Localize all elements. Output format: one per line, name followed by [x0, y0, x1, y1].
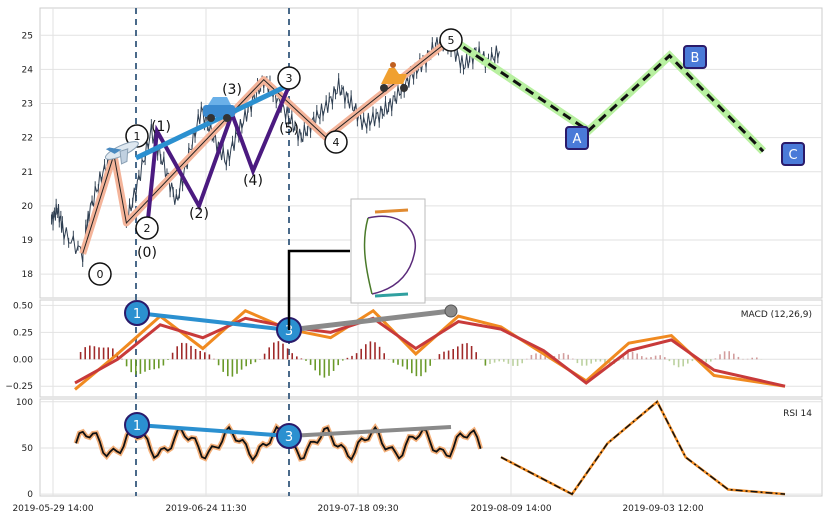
- y-tick-label: 22: [22, 134, 33, 144]
- rsi-marker: [124, 412, 150, 438]
- correction-line: [450, 37, 765, 153]
- impulse-wave-line: [82, 38, 452, 254]
- scooter-icon: [380, 62, 408, 92]
- macd-line-1: [74, 308, 786, 391]
- y-tick-label: 0.25: [13, 328, 33, 338]
- macd-series: 13: [74, 300, 786, 391]
- macd-marker: [124, 300, 150, 326]
- x-tick-labels: 2019-05-29 14:00 2019-06-24 11:30 2019-07-…: [12, 504, 703, 514]
- sub-wave-label: (0): [137, 245, 157, 261]
- x-tick-label: 2019-07-18 09:30: [317, 504, 398, 514]
- inset-thumbnail: [350, 198, 426, 304]
- rsi-projection-line: [500, 400, 786, 496]
- correction-label: B: [691, 51, 700, 66]
- y-tick-label: 24: [22, 65, 34, 75]
- macd-marker-label: 1: [133, 307, 141, 322]
- y-tick-label: 18: [22, 270, 34, 280]
- y-tick-label: 23: [22, 100, 33, 110]
- macd-end-marker: [444, 304, 458, 318]
- x-tick-label: 2019-09-03 12:00: [622, 504, 703, 514]
- inset-connector: [287, 249, 350, 330]
- rsi-marker-label: 1: [133, 419, 141, 434]
- wave-label: 3: [286, 72, 293, 85]
- y-tick-label: 0.00: [13, 355, 33, 365]
- rsi-marker-label: 3: [285, 430, 293, 445]
- wave-circle: [277, 66, 301, 90]
- y-tick-label: 20: [22, 202, 34, 212]
- y-tick-label: 0.50: [13, 301, 33, 311]
- wave-label: 4: [333, 136, 340, 149]
- wave-labels: 0 1 2 3 4 5 (0) (1) (2) (3) (4) (5) A B C: [88, 28, 805, 286]
- wave-circle: [135, 216, 159, 240]
- wave-label: 1: [134, 130, 141, 143]
- macd-legend: MACD (12,26,9): [741, 310, 812, 320]
- x-tick-label: 2019-08-09 14:00: [470, 504, 551, 514]
- x-tick-label: 2019-06-24 11:30: [165, 504, 246, 514]
- grid: [40, 8, 822, 496]
- sub-wave-label: (2): [189, 206, 209, 222]
- rsi-series: 13: [73, 399, 786, 496]
- sub-wave-label: (1): [151, 119, 171, 135]
- macd-line-2: [74, 316, 786, 388]
- sub-wave-label: (3): [222, 82, 242, 98]
- wave-label: 0: [97, 268, 104, 281]
- rsi-divergence-line: [136, 423, 290, 438]
- x-tick-label: 2019-05-29 14:00: [12, 504, 93, 514]
- car-icon: [203, 97, 235, 122]
- correction-label: C: [788, 148, 797, 163]
- rsi-marker: [276, 423, 302, 449]
- correction-box: [565, 126, 589, 150]
- correction-label: A: [573, 132, 582, 147]
- rsi-projection-connector: [288, 425, 452, 438]
- y-tick-labels: 18 19 20 21 22 23 24 25 −0.25 0.00 0.25 0.50 0 50 100: [5, 31, 33, 500]
- wave-circle: [439, 28, 463, 52]
- macd-marker-label: 3: [285, 324, 293, 339]
- y-tick-label: 25: [22, 31, 33, 41]
- y-tick-label: 0: [27, 490, 33, 500]
- sub-wave-label: (4): [243, 173, 263, 189]
- correction-box: [683, 45, 707, 69]
- wave-label: 2: [144, 222, 151, 235]
- correction-box: [781, 142, 805, 166]
- wave-circle: [88, 262, 112, 286]
- y-tick-label: 50: [22, 444, 34, 454]
- rsi-legend: RSI 14: [783, 409, 812, 419]
- y-tick-label: 19: [22, 236, 34, 246]
- airplane-icon: [104, 141, 139, 165]
- sub-wave-label: (5): [279, 121, 299, 137]
- macd-projection-line: [288, 308, 452, 333]
- y-tick-label: 21: [22, 168, 33, 178]
- wave-label: 5: [448, 34, 455, 47]
- y-tick-label: −0.25: [5, 382, 33, 392]
- y-tick-label: 100: [16, 398, 33, 408]
- wave-circle: [324, 130, 348, 154]
